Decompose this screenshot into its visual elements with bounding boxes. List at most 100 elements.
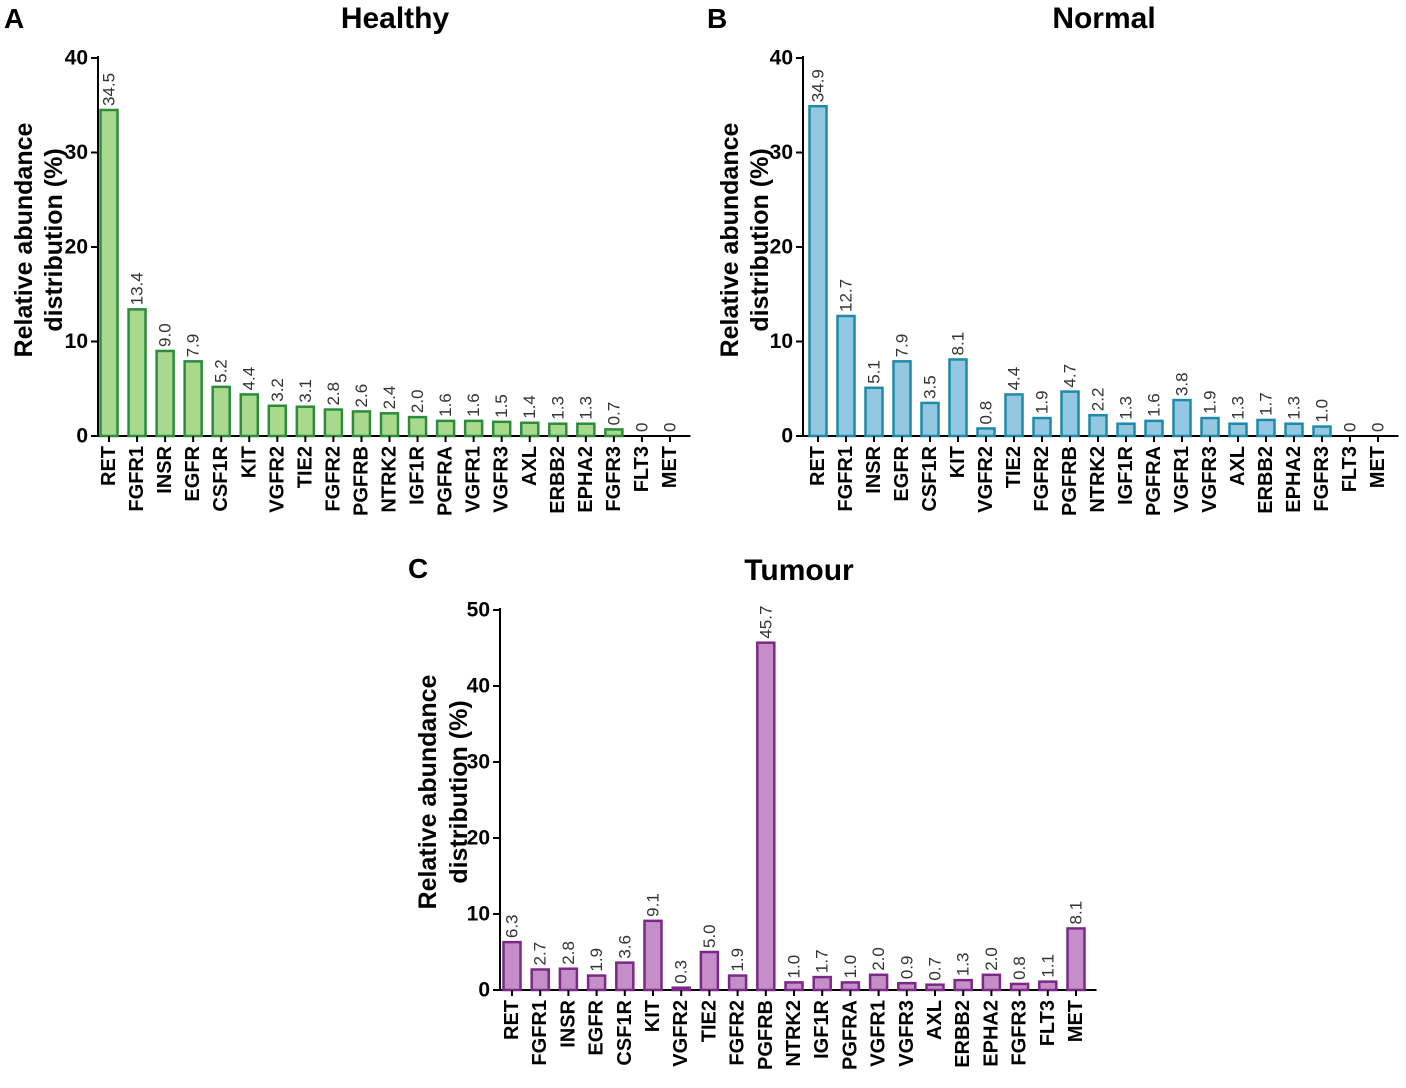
panela-data-label-flt3: 0	[632, 423, 651, 432]
panelb-data-label-pgfrb: 4.7	[1061, 364, 1080, 388]
panelb-data-label-ntrk2: 2.2	[1089, 388, 1108, 412]
panela-data-label-vgfr3: 1.5	[492, 394, 511, 418]
panela-bar-insr	[155, 349, 175, 438]
panelb-xtick-label-axl: AXL	[1227, 446, 1249, 486]
panelb-data-label-csf1r: 3.5	[921, 375, 940, 399]
panelc-data-label-fgfr3: 0.8	[1010, 956, 1029, 980]
panela-data-label-tie2: 3.1	[296, 379, 315, 403]
panelc-data-label-vgfr1: 2.0	[869, 947, 888, 971]
panela-letter: A	[4, 3, 24, 34]
panelc-ytick-label: 40	[467, 675, 490, 698]
panelc-ytick-label: 50	[467, 599, 490, 622]
panela-bar-fgfr1	[127, 308, 147, 438]
panela-xtick-label-igf1r: IGF1R	[407, 445, 429, 504]
panelb-xtick-label-epha2: EPHA2	[1283, 446, 1305, 513]
panelb-xtick-label-fgfr1: FGFR1	[835, 446, 857, 512]
panelc-data-label-vgfr2: 0.3	[672, 960, 691, 984]
panelc-ytick-label: 10	[467, 903, 490, 926]
panelc-xtick-label-vgfr1: VGFR1	[868, 1000, 890, 1067]
panela-bar-epha2	[576, 422, 596, 438]
panelc-bar-fgfr3	[1009, 982, 1030, 992]
panela-data-label-pgfra: 1.6	[436, 393, 455, 417]
panela-xtick-label-flt3: FLT3	[631, 446, 653, 492]
panelb-data-label-vgfr3: 1.9	[1201, 390, 1220, 414]
panelb-bar-erbb2	[1256, 418, 1276, 438]
panelb-data-label-fgfr3: 1.0	[1313, 399, 1332, 423]
panelc-bar-flt3	[1038, 980, 1058, 992]
panela-bar-kit	[239, 393, 259, 438]
panela-data-label-ret: 34.5	[100, 73, 119, 106]
panela-xtick-label-met: MET	[659, 446, 681, 488]
panela-xtick-label-vgfr1: VGFR1	[463, 446, 485, 513]
panelc-ylabel-line2: distribution (%)	[445, 700, 473, 883]
panelb-data-label-flt3: 0	[1341, 423, 1360, 432]
panelb-xtick-label-fgfr3: FGFR3	[1311, 446, 1333, 512]
panela-bar-vgfr2	[267, 404, 288, 438]
panelb-data-label-kit: 8.1	[949, 332, 968, 356]
panela-data-label-egfr: 7.9	[184, 334, 203, 358]
panelb-bar-vgfr2	[976, 427, 996, 438]
panelb-bar-vgfr3	[1200, 416, 1220, 438]
panelb-data-label-tie2: 4.4	[1005, 367, 1024, 391]
panela-data-label-vgfr1: 1.6	[464, 393, 483, 417]
panelb-title: Normal	[1052, 2, 1155, 35]
panelc-xtick-label-pgfrb: PGFRB	[755, 1000, 777, 1070]
panelb-data-label-epha2: 1.3	[1285, 396, 1304, 420]
panelc-xtick-label-tie2: TIE2	[698, 1000, 720, 1042]
panelc-bar-epha2	[981, 973, 1002, 992]
panela-bar-egfr	[183, 360, 203, 438]
panelc-bar-met	[1066, 927, 1086, 992]
panela-bar-axl	[520, 421, 540, 438]
panelc-data-label-pgfra: 1.0	[841, 955, 860, 979]
panelc-xtick-label-pgfra: PGFRA	[839, 1000, 861, 1070]
panelc-xtick-label-flt3: FLT3	[1037, 1000, 1059, 1046]
panelc-data-label-ret: 6.3	[503, 914, 522, 938]
panela-ytick-label: 20	[65, 236, 88, 259]
panelb-data-label-met: 0	[1369, 423, 1388, 432]
panelb-xtick-label-insr: INSR	[863, 445, 885, 493]
panelb-bar-ret	[808, 104, 828, 438]
panelc-bar-csf1r	[615, 961, 635, 992]
panela-data-label-kit: 4.4	[240, 367, 259, 391]
panelc-bar-insr	[558, 967, 579, 992]
panelc-bar-tie2	[699, 950, 720, 992]
panela-xtick-label-axl: AXL	[519, 446, 541, 486]
panelb-bar-epha2	[1284, 422, 1304, 438]
panelb-bar-fgfr2	[1032, 416, 1052, 438]
panelc-ytick-label: 20	[467, 827, 490, 850]
panelc-xtick-label-vgfr3: VGFR3	[896, 1000, 918, 1067]
panelc-data-label-vgfr3: 0.9	[897, 956, 916, 980]
panela-xtick-label-fgfr2: FGFR2	[322, 446, 344, 512]
panelb-ylabel-line1: Relative abundance	[716, 123, 744, 358]
panelc-bar-ntrk2	[784, 981, 804, 992]
panelc-bar-erbb2	[953, 978, 973, 992]
panela-bar-fgfr2	[323, 408, 344, 438]
panelb-data-label-axl: 1.3	[1229, 396, 1248, 420]
panelb-xtick-label-vgfr1: VGFR1	[1171, 446, 1193, 513]
panelb-xtick-label-pgfrb: PGFRB	[1059, 446, 1081, 516]
panela-ytick-label: 40	[65, 47, 88, 70]
panela-xtick-label-csf1r: CSF1R	[210, 445, 232, 511]
panelb-bar-pgfra	[1144, 419, 1164, 438]
panelb-data-label-fgfr1: 12.7	[837, 279, 856, 312]
panela-xtick-label-ntrk2: NTRK2	[379, 446, 401, 513]
panelb-ytick-label: 0	[781, 425, 793, 448]
panela-data-label-fgfr2: 2.8	[324, 382, 343, 406]
panelc-bar-egfr	[586, 974, 607, 992]
panelc-bar-vgfr3	[897, 981, 917, 992]
panela-xtick-label-egfr: EGFR	[182, 445, 204, 501]
panelc-bar-pgfrb	[756, 641, 776, 992]
panela-xtick-label-kit: KIT	[238, 446, 260, 478]
panela-xtick-label-erbb2: ERBB2	[547, 446, 569, 514]
panelc-data-label-erbb2: 1.3	[954, 952, 973, 976]
panela-xtick-label-epha2: EPHA2	[575, 446, 597, 513]
panelb-bar-axl	[1228, 422, 1248, 438]
panelc-data-label-egfr: 1.9	[587, 948, 606, 972]
panelc-bar-fgfr2	[727, 974, 748, 992]
panelb-xtick-label-igf1r: IGF1R	[1115, 445, 1137, 504]
panelc-xtick-label-erbb2: ERBB2	[952, 1000, 974, 1068]
panelb-bar-vgfr1	[1172, 398, 1192, 438]
panelc-data-label-pgfrb: 45.7	[756, 606, 775, 639]
panela-xtick-label-ret: RET	[98, 446, 120, 486]
panelb-data-label-fgfr2: 1.9	[1033, 390, 1052, 414]
